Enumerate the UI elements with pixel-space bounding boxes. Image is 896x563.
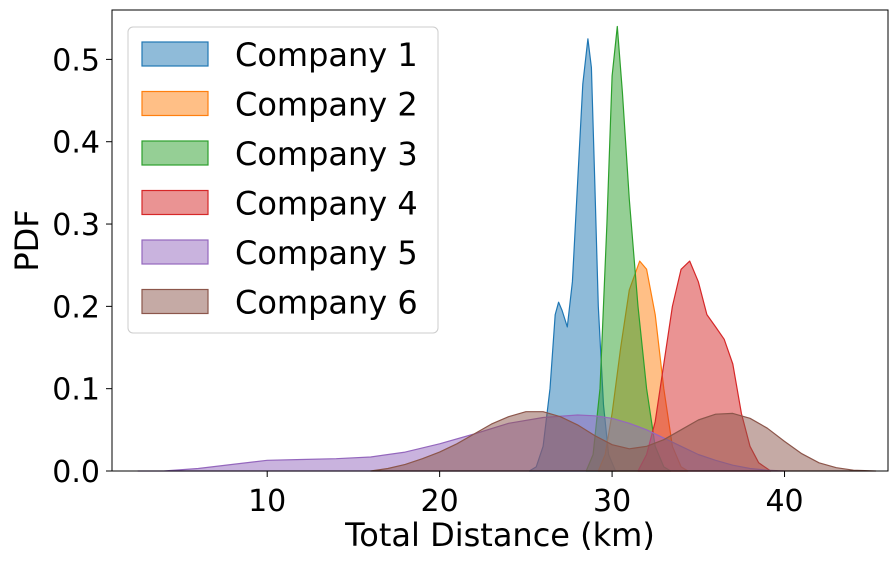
legend-swatch-company-5 — [141, 239, 209, 265]
legend-swatch-company-4 — [141, 189, 209, 216]
legend-swatch-company-1 — [141, 41, 209, 67]
x-tick-label: 40 — [765, 484, 803, 519]
series-area-company-6 — [370, 411, 877, 472]
x-axis-label: Total Distance (km) — [344, 516, 655, 554]
legend-label-company-5: Company 5 — [235, 234, 418, 272]
x-tick-label: 30 — [593, 484, 631, 519]
y-tick-label: 0.2 — [52, 290, 100, 325]
y-axis-label: PDF — [8, 209, 46, 271]
legend-label-company-2: Company 2 — [235, 86, 418, 124]
legend-label-company-3: Company 3 — [235, 135, 418, 173]
legend-label-company-6: Company 6 — [235, 284, 418, 322]
series-layer — [137, 25, 877, 472]
y-tick-label: 0.0 — [52, 455, 100, 490]
legend-label-company-4: Company 4 — [235, 185, 418, 223]
y-axis: 0.0 0.1 0.2 0.3 0.4 0.5 — [52, 43, 112, 490]
y-tick-label: 0.1 — [52, 373, 100, 408]
legend-swatch-company-6 — [141, 288, 209, 315]
x-tick-label: 10 — [248, 484, 286, 519]
legend-label-company-1: Company 1 — [235, 36, 418, 74]
legend-swatch-company-3 — [141, 140, 209, 166]
legend: Company 1 Company 2 Company 3 Company 4 Comp… — [127, 26, 439, 334]
y-tick-label: 0.3 — [52, 208, 100, 243]
y-tick-label: 0.5 — [52, 43, 100, 78]
y-tick-label: 0.4 — [52, 126, 100, 161]
plot-frame — [111, 9, 889, 472]
x-axis: 10 20 30 40 — [248, 471, 804, 519]
x-tick-label: 20 — [421, 484, 459, 519]
legend-swatch-company-2 — [141, 90, 209, 117]
